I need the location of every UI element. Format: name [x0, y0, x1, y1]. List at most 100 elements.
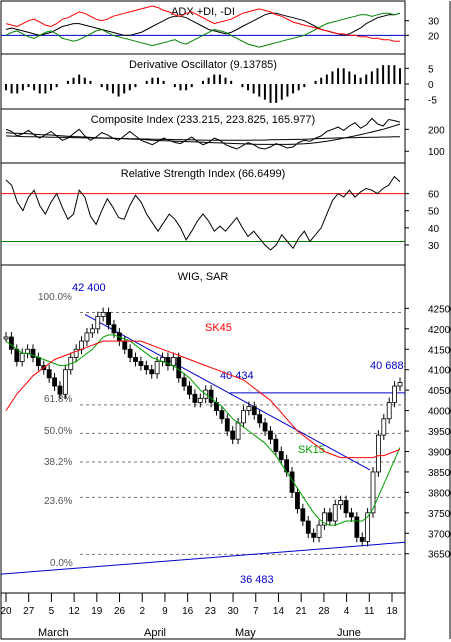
candle-body — [316, 524, 322, 538]
wig-tick: 38500 — [428, 468, 451, 479]
month-labels: March April May June — [38, 627, 361, 639]
candle-body — [257, 414, 263, 424]
date-tick-label: 11 — [364, 606, 375, 617]
date-tick-label: 26 — [114, 606, 126, 617]
composite-tick: 100 — [428, 147, 445, 158]
candle-body — [386, 402, 392, 420]
sk45-label: SK45 — [205, 322, 232, 334]
date-tick-label: 23 — [205, 606, 217, 617]
candle-body — [106, 312, 111, 326]
composite-index-title: Composite Index (233.215, 223.825, 165.9… — [91, 114, 315, 126]
fib-label: 50.0% — [44, 426, 72, 437]
month-label: April — [144, 627, 166, 639]
date-tick-label: 14 — [273, 606, 285, 617]
candle-body — [100, 312, 106, 317]
candle-body — [46, 369, 52, 379]
month-label: June — [337, 627, 361, 639]
candle-body — [3, 336, 9, 340]
wig-tick: 39500 — [428, 427, 451, 438]
date-tick-label: 4 — [344, 606, 350, 617]
date-tick-label: 18 — [386, 606, 398, 617]
composite-series-line — [5, 117, 401, 150]
candle-body — [381, 418, 387, 436]
annotation-mid-high: 40 434 — [220, 370, 254, 382]
adx-tick: 20 — [428, 31, 440, 42]
wig-tick: 37000 — [428, 529, 451, 540]
candle-body — [273, 438, 279, 452]
candle-body — [219, 410, 225, 420]
candle-body — [154, 361, 160, 375]
candle-body — [143, 365, 149, 371]
date-tick-label: 21 — [296, 606, 308, 617]
candle-body — [327, 512, 333, 522]
wig-tick: 42500 — [428, 304, 451, 315]
date-tick-label: 28 — [318, 606, 330, 617]
composite-series-line — [5, 135, 400, 141]
candle-body — [79, 340, 84, 350]
candle-body — [305, 520, 311, 534]
oscillator-tick: -5 — [428, 96, 437, 107]
candle-body — [122, 340, 128, 350]
date-tick-label: 2 — [139, 606, 145, 617]
candle-body — [224, 418, 230, 432]
plot-layer: 203050-520010060504030425004200041500410… — [0, 5, 451, 617]
wig-tick: 42000 — [428, 325, 451, 336]
annotation-low: 36 483 — [240, 574, 274, 586]
candle-body — [52, 377, 57, 387]
candle-body — [349, 512, 354, 518]
candle-body — [111, 324, 117, 334]
oscillator-tick: 5 — [428, 64, 434, 75]
candle-body — [176, 357, 182, 379]
rsi-tick: 40 — [428, 224, 440, 235]
candle-body — [197, 397, 203, 403]
candle-body — [84, 332, 90, 342]
candle-body — [359, 536, 365, 542]
date-tick-label: 5 — [49, 606, 55, 617]
candle-body — [19, 352, 25, 362]
candle-body — [73, 348, 79, 358]
date-tick-label: 12 — [69, 606, 81, 617]
candle-body — [354, 516, 360, 538]
candle-body — [397, 382, 403, 387]
sk15-line — [5, 334, 401, 526]
rsi-title: Relative Strength Index (66.6499) — [121, 168, 286, 180]
date-tick-label: 20 — [0, 606, 12, 617]
candle-body — [332, 504, 338, 522]
candle-body — [62, 369, 68, 395]
candle-body — [25, 348, 30, 354]
date-tick-label: 19 — [91, 606, 103, 617]
rsi-line — [5, 175, 401, 251]
candle-body — [235, 422, 241, 440]
wig-tick: 40000 — [428, 407, 451, 418]
candle-body — [138, 361, 144, 367]
candle-body — [241, 410, 246, 424]
candle-body — [365, 512, 371, 542]
fib-label: 61.8% — [44, 394, 72, 405]
candle-body — [376, 434, 381, 473]
candle-body — [133, 357, 138, 362]
adx-series-line — [5, 5, 400, 42]
candle-body — [187, 385, 192, 395]
annotation-high: 42 400 — [72, 282, 106, 294]
date-axis — [0, 592, 406, 640]
date-tick-label: 7 — [253, 606, 259, 617]
candle-body — [230, 430, 236, 440]
fib-label: 100.0% — [38, 292, 72, 303]
candle-body — [246, 406, 252, 411]
candle-body — [343, 500, 349, 514]
candle-body — [30, 348, 36, 358]
adx-series-line — [5, 12, 401, 48]
rsi-tick: 30 — [428, 241, 440, 252]
candle-body — [338, 500, 344, 506]
wig-tick: 36500 — [428, 550, 451, 561]
wig-tick: 38000 — [428, 488, 451, 499]
wig-title: WIG, SAR — [178, 271, 229, 283]
wig-tick: 39000 — [428, 447, 451, 458]
candle-body — [208, 389, 214, 403]
candle-body — [311, 532, 317, 538]
candle-body — [251, 406, 257, 416]
composite-series-line — [5, 123, 401, 145]
adx-title: ADX +DI, -DI — [171, 6, 235, 18]
candle-body — [127, 348, 133, 358]
